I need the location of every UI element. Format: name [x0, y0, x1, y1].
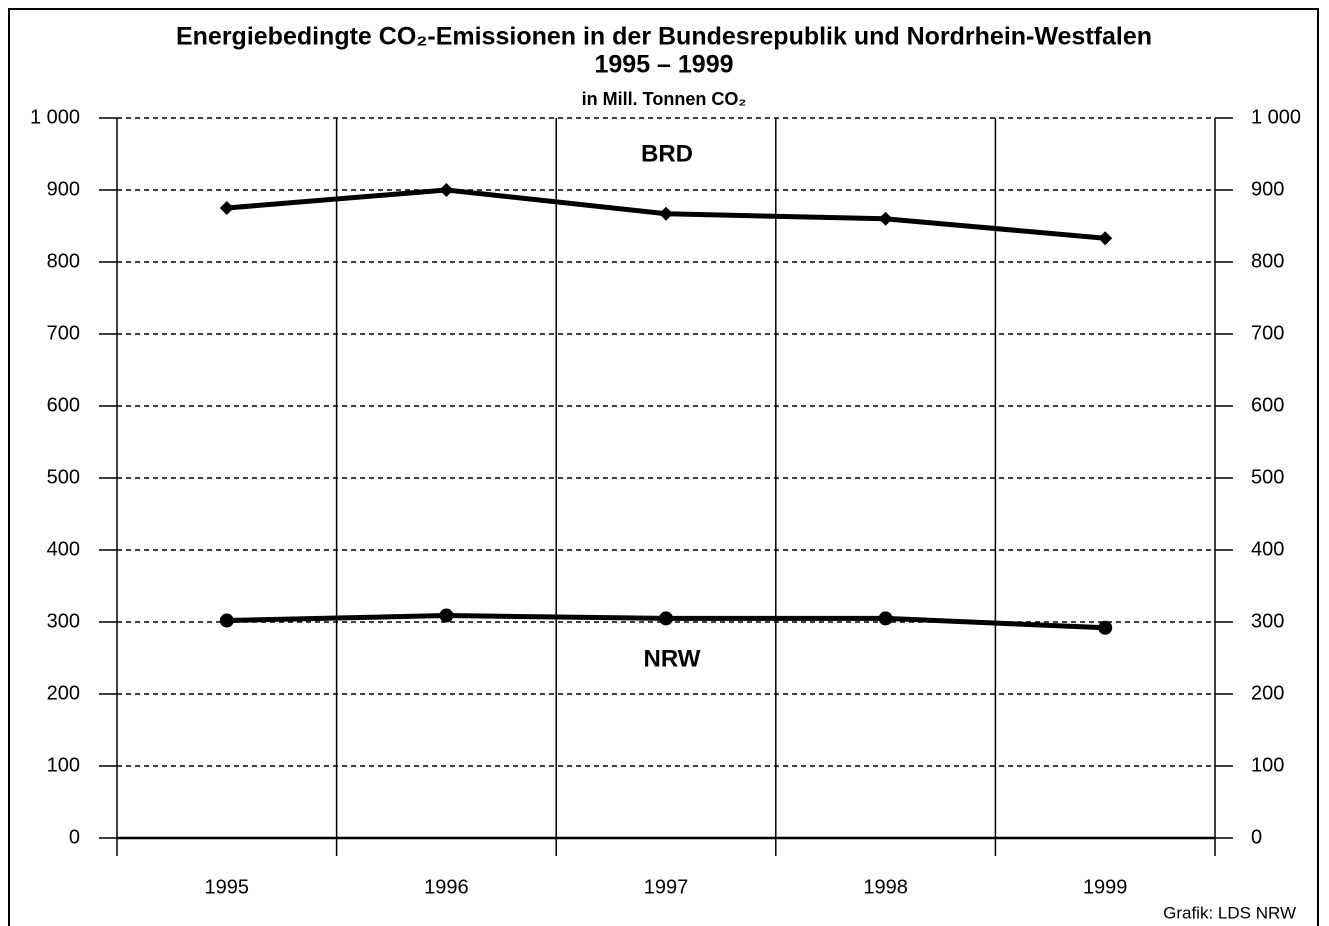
- y-tick-label-right: 300: [1251, 610, 1284, 632]
- series-label: BRD: [641, 140, 693, 167]
- y-tick-label: 0: [69, 826, 80, 848]
- y-tick-label-right: 1 000: [1251, 106, 1301, 128]
- marker: [878, 211, 893, 226]
- y-tick-label-right: 400: [1251, 538, 1284, 560]
- marker: [878, 611, 893, 626]
- y-tick-label-right: 600: [1251, 394, 1284, 416]
- chart-subtitle: 1995 – 1999: [594, 51, 733, 79]
- y-tick-label: 600: [47, 394, 80, 416]
- y-tick-label-right: 900: [1251, 178, 1284, 200]
- x-tick-label: 1999: [1083, 876, 1128, 898]
- x-tick-label: 1998: [863, 876, 908, 898]
- y-tick-label-right: 0: [1251, 826, 1262, 848]
- y-tick-label-right: 500: [1251, 466, 1284, 488]
- marker: [1098, 620, 1113, 635]
- y-tick-label-right: 100: [1251, 754, 1284, 776]
- y-tick-label: 300: [47, 610, 80, 632]
- unit-label: in Mill. Tonnen CO₂: [582, 89, 747, 109]
- y-tick-label-right: 700: [1251, 322, 1284, 344]
- x-tick-label: 1997: [644, 876, 689, 898]
- x-tick-label: 1996: [424, 876, 469, 898]
- source: Grafik: LDS NRW: [1163, 903, 1296, 922]
- marker: [439, 608, 454, 623]
- y-tick-label: 800: [47, 250, 80, 272]
- frame: [8, 8, 1319, 926]
- y-tick-label: 200: [47, 682, 80, 704]
- marker: [659, 206, 673, 221]
- series-label: NRW: [644, 645, 701, 672]
- chart-title: Energiebedingte CO₂-Emissionen in der Bu…: [176, 23, 1152, 51]
- y-tick-label: 500: [47, 466, 80, 488]
- x-tick-label: 1995: [205, 876, 250, 898]
- y-tick-label-right: 200: [1251, 682, 1284, 704]
- y-tick-label: 700: [47, 322, 80, 344]
- y-tick-label: 900: [47, 178, 80, 200]
- marker: [219, 613, 234, 628]
- marker: [219, 201, 234, 215]
- marker: [439, 183, 454, 197]
- marker: [1098, 231, 1113, 246]
- y-tick-label: 400: [47, 538, 80, 560]
- y-tick-label: 1 000: [30, 106, 80, 128]
- y-tick-label-right: 800: [1251, 250, 1284, 272]
- marker: [659, 611, 673, 626]
- y-tick-label: 100: [47, 754, 80, 776]
